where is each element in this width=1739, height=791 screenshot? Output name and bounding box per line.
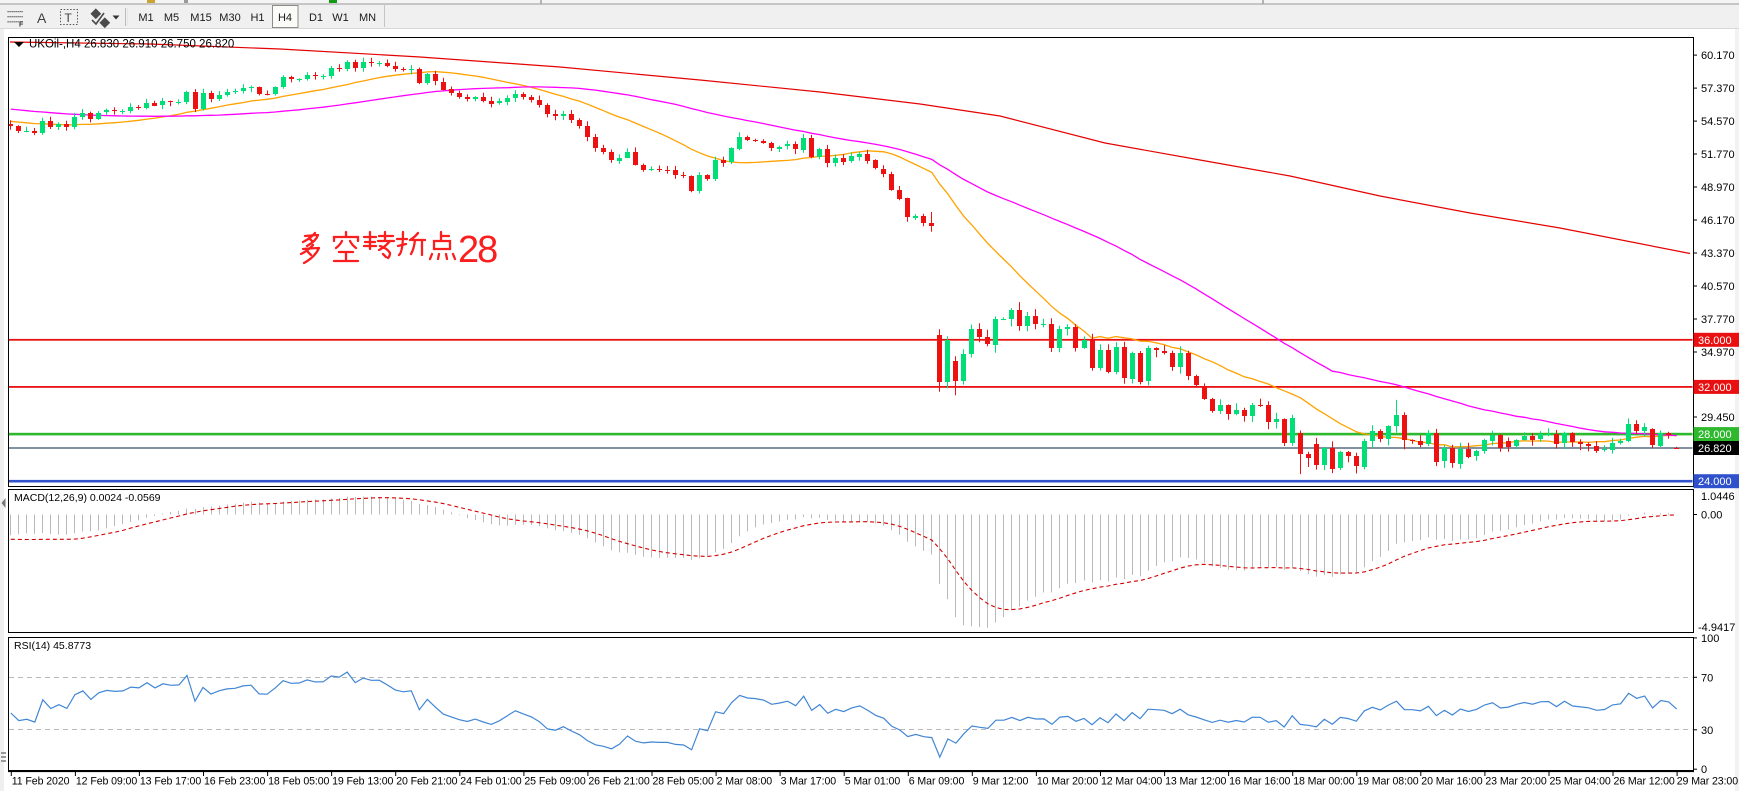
svg-text:28.000: 28.000 xyxy=(1698,429,1732,441)
svg-text:23 Mar 20:00: 23 Mar 20:00 xyxy=(1485,776,1546,788)
svg-text:36.000: 36.000 xyxy=(1698,335,1732,347)
svg-text:12 Feb 09:00: 12 Feb 09:00 xyxy=(76,776,137,788)
svg-text:37.770: 37.770 xyxy=(1701,314,1735,326)
svg-text:H4: H4 xyxy=(278,12,292,24)
svg-text:29.450: 29.450 xyxy=(1701,412,1735,424)
svg-text:28: 28 xyxy=(458,229,497,271)
svg-text:H1: H1 xyxy=(250,12,264,24)
svg-text:60.170: 60.170 xyxy=(1701,50,1735,62)
svg-text:32.000: 32.000 xyxy=(1698,382,1732,394)
svg-text:13 Feb 17:00: 13 Feb 17:00 xyxy=(140,776,201,788)
svg-text:-4.9417: -4.9417 xyxy=(1698,622,1735,634)
svg-text:11 Feb 2020: 11 Feb 2020 xyxy=(12,776,70,788)
svg-text:24.000: 24.000 xyxy=(1698,476,1732,488)
svg-text:57.370: 57.370 xyxy=(1701,83,1735,95)
svg-text:51.770: 51.770 xyxy=(1701,149,1735,161)
svg-text:M5: M5 xyxy=(164,12,179,24)
svg-text:28 Feb 05:00: 28 Feb 05:00 xyxy=(653,776,714,788)
svg-text:0: 0 xyxy=(1701,764,1707,776)
svg-text:M15: M15 xyxy=(190,12,211,24)
svg-text:26 Mar 12:00: 26 Mar 12:00 xyxy=(1614,776,1675,788)
svg-text:6 Mar 09:00: 6 Mar 09:00 xyxy=(909,776,965,788)
svg-text:18 Mar 00:00: 18 Mar 00:00 xyxy=(1293,776,1354,788)
svg-text:9 Mar 12:00: 9 Mar 12:00 xyxy=(973,776,1029,788)
svg-text:24 Feb 01:00: 24 Feb 01:00 xyxy=(460,776,521,788)
svg-text:A: A xyxy=(37,10,47,26)
svg-text:MN: MN xyxy=(359,12,376,24)
svg-text:W1: W1 xyxy=(332,12,349,24)
svg-text:UKOil-,H4 26.830 26.910 26.75: UKOil-,H4 26.830 26.910 26.750 26.820 xyxy=(29,39,234,51)
svg-text:25 Mar 04:00: 25 Mar 04:00 xyxy=(1550,776,1611,788)
svg-text:26 Feb 21:00: 26 Feb 21:00 xyxy=(588,776,649,788)
svg-text:16 Feb 23:00: 16 Feb 23:00 xyxy=(204,776,265,788)
svg-text:40.570: 40.570 xyxy=(1701,281,1735,293)
svg-text:29 Mar 23:00: 29 Mar 23:00 xyxy=(1677,776,1738,788)
svg-text:43.370: 43.370 xyxy=(1701,248,1735,260)
svg-text:13 Mar 12:00: 13 Mar 12:00 xyxy=(1165,776,1226,788)
svg-text:3 Mar 17:00: 3 Mar 17:00 xyxy=(781,776,837,788)
svg-text:1.0446: 1.0446 xyxy=(1701,491,1735,503)
svg-text:D1: D1 xyxy=(309,12,323,24)
svg-text:48.970: 48.970 xyxy=(1701,182,1735,194)
svg-text:19 Mar 08:00: 19 Mar 08:00 xyxy=(1357,776,1418,788)
svg-text:2 Mar 08:00: 2 Mar 08:00 xyxy=(717,776,773,788)
svg-text:34.970: 34.970 xyxy=(1701,347,1735,359)
svg-text:100: 100 xyxy=(1701,633,1719,645)
svg-text:10 Mar 20:00: 10 Mar 20:00 xyxy=(1037,776,1098,788)
svg-text:70: 70 xyxy=(1701,672,1713,684)
svg-text:20 Feb 21:00: 20 Feb 21:00 xyxy=(396,776,457,788)
svg-text:T: T xyxy=(65,11,73,25)
svg-text:30: 30 xyxy=(1701,725,1713,737)
svg-text:M1: M1 xyxy=(138,12,153,24)
svg-text:54.570: 54.570 xyxy=(1701,116,1735,128)
svg-text:18 Feb 05:00: 18 Feb 05:00 xyxy=(268,776,329,788)
svg-text:25 Feb 09:00: 25 Feb 09:00 xyxy=(524,776,585,788)
svg-text:12 Mar 04:00: 12 Mar 04:00 xyxy=(1101,776,1162,788)
svg-text:RSI(14) 45.8773: RSI(14) 45.8773 xyxy=(14,640,91,652)
svg-text:M30: M30 xyxy=(219,12,240,24)
svg-text:5 Mar 01:00: 5 Mar 01:00 xyxy=(845,776,901,788)
svg-text:MACD(12,26,9) 0.0024 -0.0569: MACD(12,26,9) 0.0024 -0.0569 xyxy=(14,492,161,504)
svg-text:16 Mar 16:00: 16 Mar 16:00 xyxy=(1229,776,1290,788)
svg-text:46.170: 46.170 xyxy=(1701,215,1735,227)
svg-text:20 Mar 16:00: 20 Mar 16:00 xyxy=(1421,776,1482,788)
svg-text:F: F xyxy=(19,22,24,29)
svg-text:19 Feb 13:00: 19 Feb 13:00 xyxy=(332,776,393,788)
svg-text:26.820: 26.820 xyxy=(1698,443,1732,455)
svg-text:0.00: 0.00 xyxy=(1701,510,1722,522)
